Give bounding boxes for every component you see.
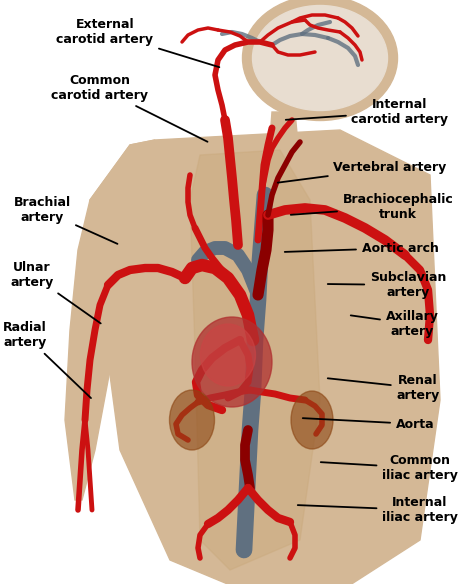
Polygon shape	[190, 150, 320, 570]
Polygon shape	[65, 140, 155, 500]
Text: Radial
artery: Radial artery	[3, 321, 91, 398]
Ellipse shape	[192, 317, 272, 407]
Ellipse shape	[243, 0, 398, 120]
Text: Renal
artery: Renal artery	[328, 374, 439, 402]
Text: Internal
iliac artery: Internal iliac artery	[298, 496, 458, 524]
Text: Common
iliac artery: Common iliac artery	[321, 454, 458, 482]
Polygon shape	[268, 112, 300, 165]
Text: Ulnar
artery: Ulnar artery	[10, 261, 101, 324]
Text: Aorta: Aorta	[303, 418, 434, 430]
Text: Internal
carotid artery: Internal carotid artery	[286, 98, 448, 126]
Text: External
carotid artery: External carotid artery	[56, 18, 219, 67]
Ellipse shape	[253, 5, 388, 110]
Text: Brachiocephalic
trunk: Brachiocephalic trunk	[291, 193, 453, 221]
Polygon shape	[90, 130, 440, 584]
Text: Axillary
artery: Axillary artery	[351, 310, 438, 338]
Ellipse shape	[201, 324, 255, 386]
Text: Vertebral artery: Vertebral artery	[278, 162, 447, 183]
Text: Common
carotid artery: Common carotid artery	[52, 74, 208, 142]
Ellipse shape	[291, 391, 333, 449]
Ellipse shape	[170, 390, 215, 450]
Text: Aortic arch: Aortic arch	[285, 242, 438, 255]
Text: Brachial
artery: Brachial artery	[13, 196, 118, 244]
Text: Subclavian
artery: Subclavian artery	[328, 271, 446, 299]
